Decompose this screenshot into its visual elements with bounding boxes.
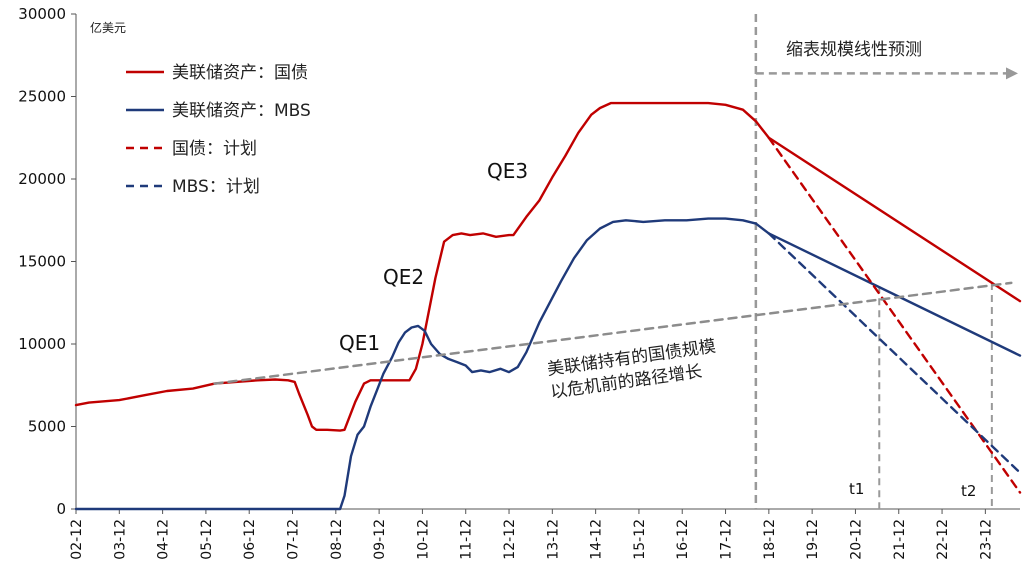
y-tick-label: 20000 — [18, 170, 66, 188]
forecast-label: 缩表规模线性预测 — [786, 40, 922, 60]
series-line-5 — [767, 232, 1022, 474]
axes: 0 5000 10000 15000 20000 25000 30000 02-12 03-12… — [18, 5, 1020, 560]
trend-note: 美联储持有的国债规模 以危机前的路径增长 — [546, 336, 717, 402]
reference-lines — [754, 14, 1018, 509]
unit-label: 亿美元 — [90, 20, 126, 35]
legend-label: 美联储资产：国债 — [172, 63, 308, 83]
forecast-arrow-head — [1006, 67, 1018, 80]
x-tick-label: 10-12 — [415, 519, 431, 560]
series-line-3 — [767, 232, 1022, 357]
x-tick-label: 21-12 — [892, 519, 908, 560]
x-tick-label: 03-12 — [112, 519, 128, 560]
series-line-6 — [213, 281, 1013, 385]
qe3-label: QE3 — [487, 159, 528, 183]
y-tick-label: 30000 — [18, 5, 66, 23]
x-tick-label: 07-12 — [286, 519, 302, 560]
x-tick-label: 22-12 — [935, 519, 951, 560]
series-line-0 — [74, 101, 770, 432]
x-tick-label: 06-12 — [242, 519, 258, 560]
series-lines — [74, 101, 1022, 511]
x-tick-label: 12-12 — [502, 519, 518, 560]
x-tick-label: 11-12 — [459, 519, 475, 560]
x-tick-label: 04-12 — [156, 519, 172, 560]
x-tick-label: 23-12 — [978, 519, 994, 560]
legend-label: 美联储资产：MBS — [172, 101, 311, 121]
series-line-2 — [74, 217, 770, 511]
x-tick-label: 09-12 — [372, 519, 388, 560]
t1-label: t1 — [849, 480, 864, 498]
qe1-label: QE1 — [339, 331, 380, 355]
t2-label: t2 — [961, 482, 976, 500]
legend-label: MBS：计划 — [172, 177, 260, 197]
y-tick-label: 10000 — [18, 335, 66, 353]
y-tick-label: 25000 — [18, 88, 66, 106]
x-tick-label: 13-12 — [545, 519, 561, 560]
x-tick-label: 17-12 — [719, 519, 735, 560]
x-tick-label: 18-12 — [762, 519, 778, 560]
series-line-1 — [767, 136, 1022, 303]
x-tick-label: 19-12 — [805, 519, 821, 560]
annotations: 亿美元 QE1 QE2 QE3 缩表规模线性预测 美联储持有的国债规模 以危机前… — [90, 20, 976, 500]
x-tick-label: 05-12 — [199, 519, 215, 560]
x-tick-label: 20-12 — [848, 519, 864, 560]
x-tick-label: 16-12 — [675, 519, 691, 560]
qe2-label: QE2 — [383, 265, 424, 289]
y-tick-label: 15000 — [18, 253, 66, 271]
x-tick-label: 08-12 — [329, 519, 345, 560]
y-tick-label: 5000 — [28, 418, 66, 436]
x-tick-label: 14-12 — [589, 519, 605, 560]
x-tick-label: 15-12 — [632, 519, 648, 560]
y-tick-label: 0 — [56, 500, 66, 518]
x-tick-label: 02-12 — [69, 519, 85, 560]
series-line-4 — [767, 136, 1022, 494]
legend-label: 国债：计划 — [172, 139, 257, 159]
